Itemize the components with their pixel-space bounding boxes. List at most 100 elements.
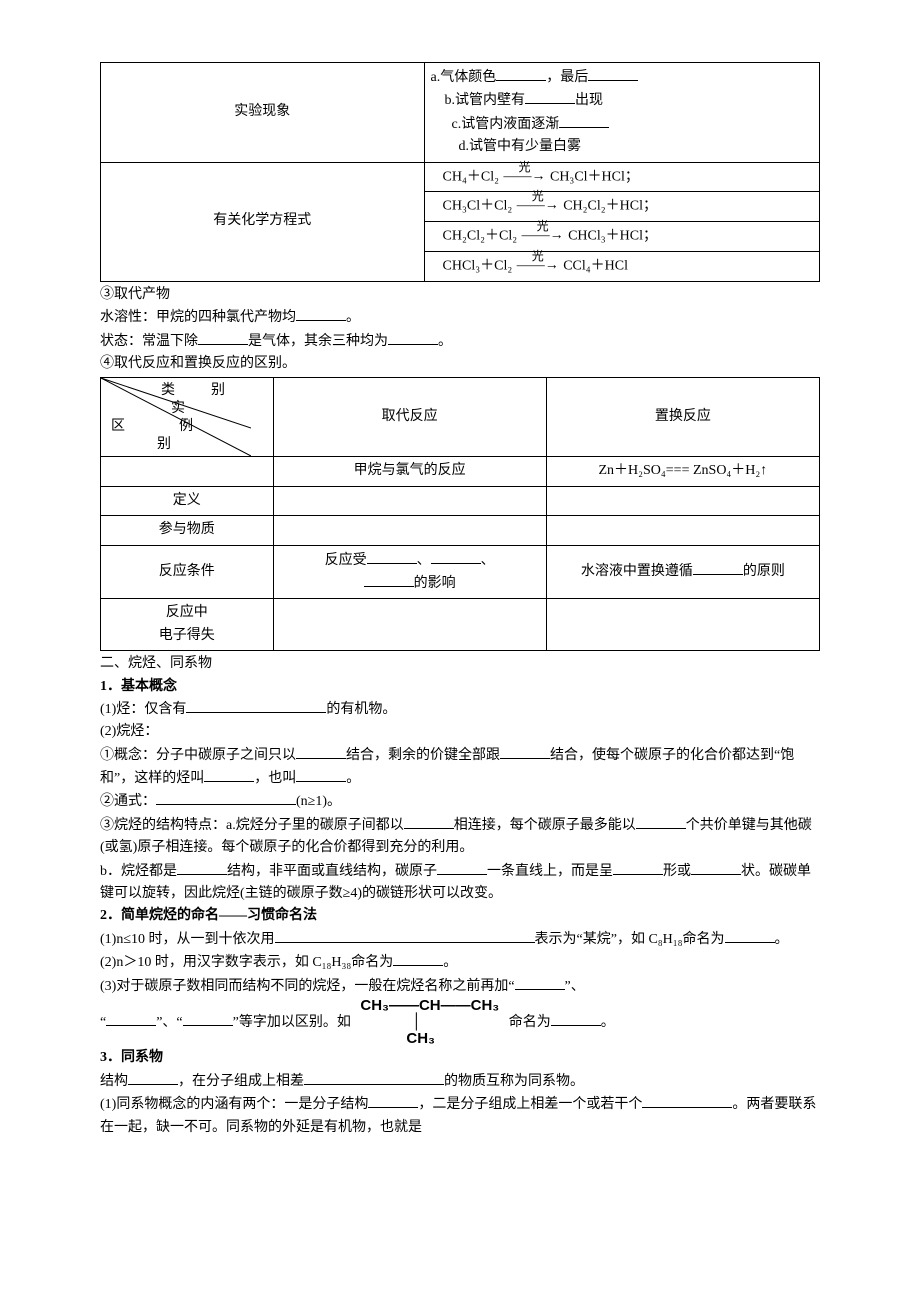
- row-label: 有关化学方程式: [101, 162, 425, 281]
- text: (1)烃：仅含有: [100, 702, 186, 717]
- text: 反应中: [166, 605, 208, 620]
- col-header: 取代反应: [273, 378, 546, 457]
- state-line: 状态：常温下除是气体，其余三种均为。: [100, 330, 820, 353]
- text: 结合，剩余的价键全部跟: [346, 748, 500, 763]
- concept-3: ③烷烃的结构特点：a.烷烃分子里的碳原子间都以相连接，每个碳原子最多能以个共价单…: [100, 814, 820, 860]
- blank: [437, 860, 487, 875]
- text: 的物质互称为同系物。: [444, 1074, 584, 1089]
- text: 的原则: [743, 564, 785, 579]
- formula-row: CH₃: [360, 1031, 499, 1048]
- blank: [275, 928, 535, 943]
- structural-formula: CH₃——CH——CH₃ │ CH₃: [360, 998, 499, 1048]
- blank: [368, 1093, 418, 1108]
- text: 水溶液中置换遵循: [581, 564, 693, 579]
- diag-label: 别: [157, 434, 171, 456]
- eq-right: CHCl₃＋HCl；: [568, 229, 657, 244]
- concept-2: ②通式：(n≥1)。: [100, 790, 820, 813]
- text: (1)同系物概念的内涵有两个：一是分子结构: [100, 1097, 368, 1112]
- experiment-phenomena: a.气体颜色，最后 b.试管内壁有出现 c.试管内液面逐渐 d.试管中有少量白雾: [424, 63, 819, 163]
- phen-a-pre: a.气体颜色: [431, 70, 497, 85]
- text: 。: [443, 955, 457, 970]
- text: ，也叫: [254, 771, 296, 786]
- blank: [304, 1070, 444, 1085]
- text: 。: [601, 1015, 615, 1030]
- eq-left: CHCl₃＋Cl₂: [443, 258, 513, 273]
- naming-1: (1)n≤10 时，从一到十依次用表示为“某烷”，如 C₈H₁₈命名为。: [100, 928, 820, 951]
- arrow-label: 光: [516, 187, 560, 206]
- equation: CH₂Cl₂＋Cl₂ 光——→ CHCl₃＋HCl；: [424, 222, 819, 252]
- heading-3: 3．同系物: [100, 1047, 820, 1069]
- concept-b: b．烷烃都是结构，非平面或直线结构，碳原子一条直线上，而是呈形或状。碳碳单键可以…: [100, 860, 820, 906]
- item-2: (2)烷烃：: [100, 721, 820, 743]
- blank: [636, 814, 686, 829]
- equation: CHCl₃＋Cl₂ 光——→ CCl₄＋HCl: [424, 252, 819, 282]
- condition-cell: 水溶液中置换遵循 的原则: [546, 545, 819, 599]
- text: ”、“: [156, 1015, 182, 1030]
- example-cell: 甲烷与氯气的反应: [273, 457, 546, 486]
- condition-cell: 反应受、、的影响: [273, 545, 546, 599]
- blank: [496, 66, 546, 81]
- text: 是气体，其余三种均为: [248, 334, 388, 349]
- section-title: 二、烷烃、同系物: [100, 653, 820, 675]
- naming-2: (2)n＞10 时，用汉字数字表示，如 C₁₈H₃₈命名为 。: [100, 951, 820, 974]
- eq-left: CH₂Cl₂＋Cl₂: [443, 229, 518, 244]
- blank: [296, 744, 346, 759]
- text: ②通式：: [100, 794, 156, 809]
- text: 、: [481, 553, 495, 568]
- text: 电子得失: [159, 628, 215, 643]
- solubility-line: 水溶性：甲烷的四种氯代产物均。: [100, 306, 820, 329]
- text: ”、: [565, 979, 585, 994]
- text: 反应受: [325, 553, 367, 568]
- formula-row: CH₃——CH——CH₃: [360, 998, 499, 1015]
- blank: [588, 66, 638, 81]
- phen-a-mid: ，最后: [546, 70, 588, 85]
- row-label: 定义: [101, 486, 274, 515]
- text: (1)n≤10 时，从一到十依次用: [100, 932, 275, 947]
- text: (2)n＞10 时，用汉字数字表示，如 C₁₈H₃₈命名为: [100, 955, 393, 970]
- bold-text: 1．基本概念: [100, 679, 177, 694]
- naming-3b: “”、“”等字加以区别。如 CH₃——CH——CH₃ │ CH₃ 命名为。: [100, 998, 820, 1048]
- phen-d: d.试管中有少量白雾: [459, 139, 582, 154]
- text: 水溶性：甲烷的四种氯代产物均: [100, 310, 296, 325]
- diag-label: 例: [179, 416, 193, 438]
- text: 。: [775, 932, 789, 947]
- equation: CH₃Cl＋Cl₂ 光——→ CH₂Cl₂＋HCl；: [424, 192, 819, 222]
- equation: CH₄＋Cl₂ 光——→ CH₃Cl＋HCl；: [424, 162, 819, 192]
- phen-b-pre: b.试管内壁有: [445, 93, 526, 108]
- blank: [204, 767, 254, 782]
- blank: [525, 89, 575, 104]
- row-label: 参与物质: [101, 516, 274, 545]
- diag-label: 别: [211, 380, 225, 402]
- blank: [296, 306, 346, 321]
- naming-3: (3)对于碳原子数相同而结构不同的烷烃，一般在烷烃名称之前再加“ ”、: [100, 975, 820, 998]
- text: (3)对于碳原子数相同而结构不同的烷烃，一般在烷烃名称之前再加“: [100, 979, 515, 994]
- blank: [367, 549, 417, 564]
- col-header: 置换反应: [546, 378, 819, 457]
- reaction-arrow: 光——→: [521, 225, 565, 247]
- eq-right: CH₃Cl＋HCl；: [550, 169, 639, 184]
- subhead-4: ④取代反应和置换反应的区别。: [100, 353, 820, 375]
- blank: [388, 330, 438, 345]
- text: 相连接，每个碳原子最多能以: [454, 818, 636, 833]
- empty-cell: [546, 516, 819, 545]
- blank: [183, 1011, 233, 1026]
- blank: [613, 860, 663, 875]
- reaction-arrow: 光——→: [516, 255, 560, 277]
- reaction-arrow: 光——→: [502, 166, 546, 188]
- bold-text: 2．简单烷烃的命名——习惯命名法: [100, 908, 317, 923]
- row-label: 反应中 电子得失: [101, 599, 274, 651]
- text: 结构: [100, 1074, 128, 1089]
- blank: [364, 572, 414, 587]
- text: 结构，非平面或直线结构，碳原子: [227, 864, 437, 879]
- homolog-1: 结构 ，在分子组成上相差 的物质互称为同系物。: [100, 1070, 820, 1093]
- blank: [393, 951, 443, 966]
- bold-text: 3．同系物: [100, 1050, 163, 1065]
- text: 的影响: [414, 576, 456, 591]
- homolog-2: (1)同系物概念的内涵有两个：一是分子结构，二是分子组成上相差一个或若干个。两者…: [100, 1093, 820, 1139]
- text: ，在分子组成上相差: [178, 1074, 304, 1089]
- example-cell: Zn＋H₂SO₄=== ZnSO₄＋H₂↑: [546, 457, 819, 486]
- eq-right: CH₂Cl₂＋HCl；: [563, 199, 657, 214]
- empty-cell: [546, 599, 819, 651]
- blank: [642, 1093, 732, 1108]
- blank: [156, 790, 296, 805]
